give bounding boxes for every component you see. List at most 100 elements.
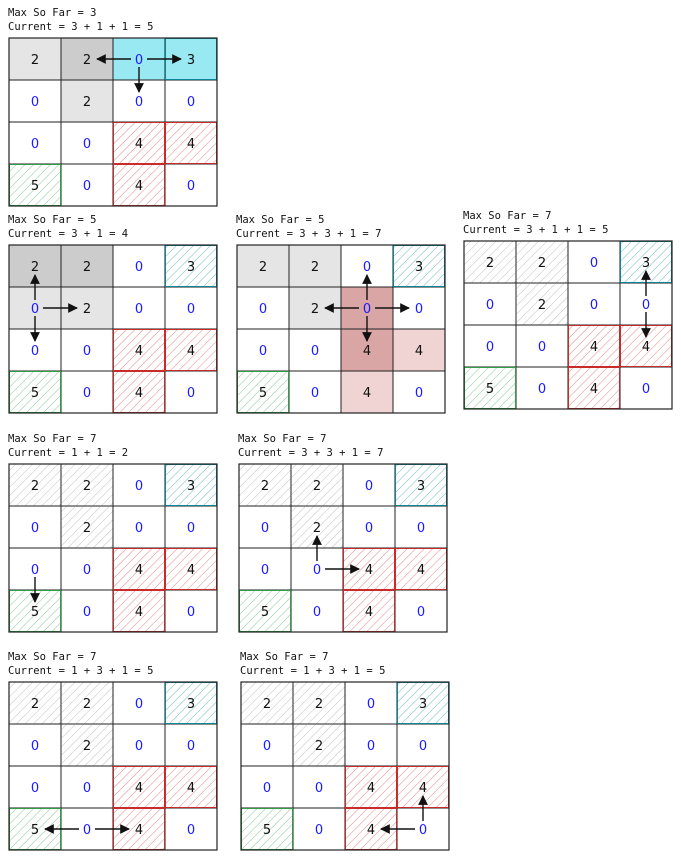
cell-value: 4 xyxy=(187,563,195,578)
cell-value: 0 xyxy=(590,298,598,313)
cell-value: 2 xyxy=(538,298,546,313)
cell-value: 0 xyxy=(31,563,39,578)
grid: 2 2 0 3 0 2 0 0 0 0 4 4 5 0 4 0 xyxy=(8,681,218,851)
grid-border xyxy=(8,244,218,414)
cell-value: 0 xyxy=(417,605,425,620)
cell-value: 0 xyxy=(31,739,39,754)
cell-border xyxy=(113,548,165,590)
cell-value: 2 xyxy=(311,260,319,275)
cell-hatch xyxy=(165,766,217,808)
cell-value: 0 xyxy=(135,302,143,317)
cell-value: 0 xyxy=(83,344,91,359)
cell-value: 0 xyxy=(31,781,39,796)
cell-hatch xyxy=(113,548,165,590)
cell-hatch xyxy=(568,367,620,409)
cell-value: 2 xyxy=(31,53,39,68)
cell-value: 0 xyxy=(419,739,427,754)
cell-hatch xyxy=(9,464,61,506)
current-label: Current = 1 + 3 + 1 = 5 xyxy=(8,665,154,677)
cell-hatch xyxy=(113,590,165,632)
max-so-far-label: Max So Far = 3 xyxy=(8,7,97,19)
cell-value: 2 xyxy=(538,256,546,271)
cell-value: 4 xyxy=(135,563,143,578)
cell-value: 0 xyxy=(135,260,143,275)
cell-value: 4 xyxy=(135,179,143,194)
cell-value: 0 xyxy=(311,344,319,359)
cell-value: 4 xyxy=(135,386,143,401)
cell-border xyxy=(113,766,165,808)
cell-border xyxy=(345,766,397,808)
cell-value: 3 xyxy=(187,479,195,494)
cell-value: 3 xyxy=(187,53,195,68)
cell-hatch xyxy=(9,371,61,413)
cell-hatch xyxy=(61,682,113,724)
cell-value: 0 xyxy=(415,386,423,401)
cell-value: 2 xyxy=(83,53,91,68)
grid-cell xyxy=(344,723,398,767)
cell-value: 0 xyxy=(83,386,91,401)
cell-value: 4 xyxy=(642,340,650,355)
grid: 2 2 0 3 0 2 0 0 0 0 4 4 5 0 4 0 xyxy=(8,244,218,414)
cell-value: 0 xyxy=(315,781,323,796)
cell-hatch xyxy=(395,464,447,506)
cell-value: 2 xyxy=(31,260,39,275)
cell-hatch xyxy=(9,164,61,206)
grid-border xyxy=(8,463,218,633)
current-label: Current = 3 + 1 + 1 = 5 xyxy=(463,224,609,236)
cell-hatch xyxy=(516,241,568,283)
grid: 2 2 0 3 0 2 0 0 0 0 4 4 5 0 4 0 xyxy=(236,244,446,414)
cell-value: 0 xyxy=(261,563,269,578)
cell-value: 3 xyxy=(642,256,650,271)
cell-value: 0 xyxy=(363,260,371,275)
cell-value: 0 xyxy=(538,382,546,397)
cell-hatch xyxy=(113,164,165,206)
cell-value: 4 xyxy=(365,605,373,620)
cell-hatch xyxy=(464,241,516,283)
cell-value: 0 xyxy=(261,521,269,536)
cell-value: 2 xyxy=(31,697,39,712)
cell-value: 5 xyxy=(31,386,39,401)
cell-value: 0 xyxy=(135,697,143,712)
cell-value: 2 xyxy=(311,302,319,317)
cell-hatch xyxy=(291,464,343,506)
cell-value: 0 xyxy=(135,53,143,68)
cell-border xyxy=(113,122,165,164)
cell-value: 0 xyxy=(31,302,39,317)
cell-value: 4 xyxy=(367,781,375,796)
grid-cell xyxy=(392,328,446,372)
cell-value: 0 xyxy=(31,344,39,359)
cell-value: 0 xyxy=(259,344,267,359)
cell-value: 2 xyxy=(83,697,91,712)
grid-border xyxy=(8,37,218,207)
cell-value: 4 xyxy=(417,563,425,578)
cell-value: 5 xyxy=(486,382,494,397)
cell-value: 0 xyxy=(83,605,91,620)
grid-border xyxy=(463,240,673,410)
cell-value: 0 xyxy=(259,302,267,317)
max-so-far-label: Max So Far = 7 xyxy=(238,433,327,445)
cell-value: 4 xyxy=(187,344,195,359)
cell-value: 4 xyxy=(363,344,371,359)
cell-value: 2 xyxy=(263,697,271,712)
cell-value: 0 xyxy=(313,605,321,620)
max-so-far-label: Max So Far = 7 xyxy=(8,433,97,445)
max-so-far-label: Max So Far = 5 xyxy=(236,214,325,226)
cell-hatch xyxy=(237,371,289,413)
grid-cell xyxy=(238,505,292,549)
cell-value: 5 xyxy=(31,823,39,838)
cell-value: 0 xyxy=(135,739,143,754)
grid-cell xyxy=(112,723,166,767)
cell-value: 0 xyxy=(187,823,195,838)
cell-hatch xyxy=(293,682,345,724)
cell-value: 4 xyxy=(363,386,371,401)
cell-value: 0 xyxy=(263,739,271,754)
max-so-far-label: Max So Far = 7 xyxy=(463,210,552,222)
cell-hatch xyxy=(395,548,447,590)
cell-value: 0 xyxy=(311,386,319,401)
cell-border xyxy=(113,329,165,371)
cell-value: 0 xyxy=(365,479,373,494)
cell-value: 4 xyxy=(415,344,423,359)
cell-value: 2 xyxy=(315,697,323,712)
cell-value: 0 xyxy=(187,521,195,536)
grid-border xyxy=(8,681,218,851)
